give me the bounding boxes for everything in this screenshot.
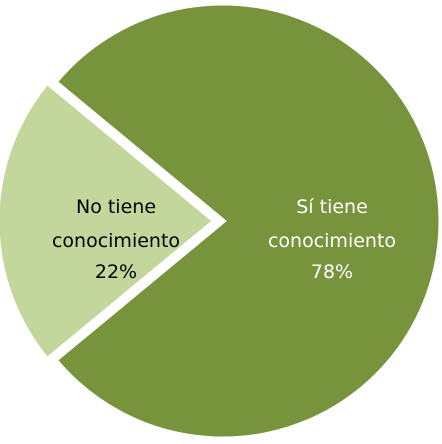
slice-label-line-2: conocimiento [268,230,396,252]
slice-value-label: 22% [95,261,137,283]
pie-slice-si-tiene [51,0,442,442]
slice-value-label: 78% [311,261,353,283]
slice-label-no-tiene: No tiene conocimiento 22% [52,196,180,283]
slice-label-line-1: Sí tiene [296,196,368,218]
slice-label-si-tiene: Sí tiene conocimiento 78% [268,196,396,283]
pie-slice-no-tiene [0,78,219,364]
slice-label-line-1: No tiene [76,196,156,218]
slice-label-line-2: conocimiento [52,230,180,252]
